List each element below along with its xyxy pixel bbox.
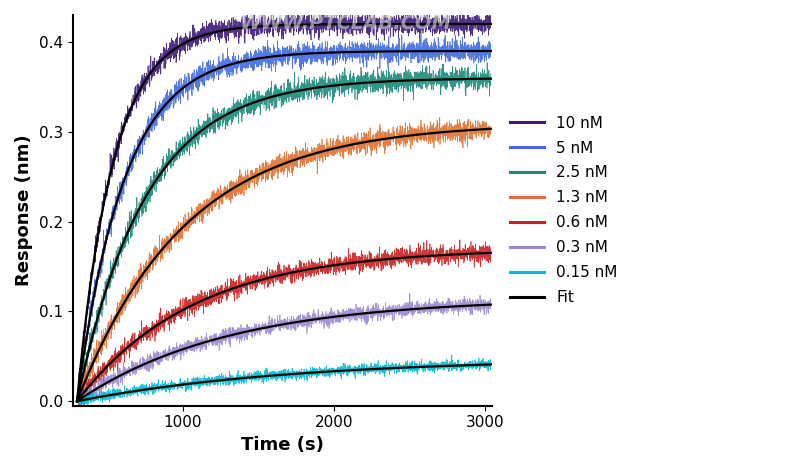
- X-axis label: Time (s): Time (s): [241, 436, 324, 454]
- Y-axis label: Response (nm): Response (nm): [15, 135, 33, 286]
- Legend: 10 nM, 5 nM, 2.5 nM, 1.3 nM, 0.6 nM, 0.3 nM, 0.15 nM, Fit: 10 nM, 5 nM, 2.5 nM, 1.3 nM, 0.6 nM, 0.3…: [505, 109, 624, 311]
- Text: WWW.PTCLAB.COM: WWW.PTCLAB.COM: [240, 14, 452, 33]
